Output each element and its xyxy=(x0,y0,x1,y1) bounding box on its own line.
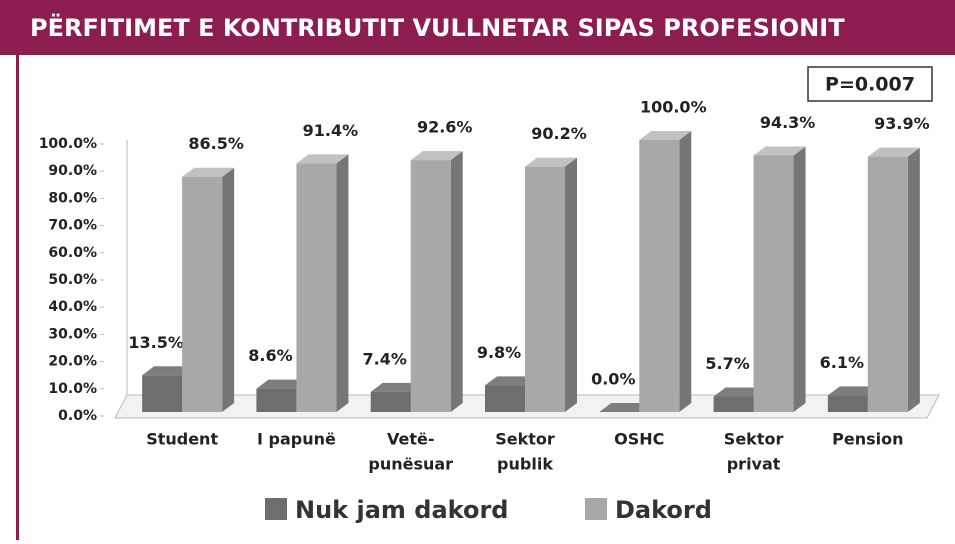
legend-label: Dakord xyxy=(615,496,712,524)
x-tick-label: OSHC xyxy=(614,430,664,449)
data-label: 93.9% xyxy=(874,114,930,133)
bar xyxy=(599,403,652,412)
data-label: 90.2% xyxy=(531,124,587,143)
y-tick-label: 0.0% xyxy=(58,408,97,424)
data-label: 94.3% xyxy=(760,113,816,132)
annotation: P=0.007 xyxy=(825,74,915,96)
legend-swatch xyxy=(585,498,607,520)
data-label: 92.6% xyxy=(417,118,473,137)
left-border xyxy=(16,55,19,540)
data-label: 7.4% xyxy=(363,349,407,368)
y-tick-label: 20.0% xyxy=(48,354,97,370)
x-tick-label: Vetë- xyxy=(387,430,435,449)
bar xyxy=(639,131,692,412)
bar xyxy=(182,167,235,412)
title-banner xyxy=(0,0,955,55)
data-label: 100.0% xyxy=(640,98,707,117)
y-tick-label: 60.0% xyxy=(48,245,97,261)
bar xyxy=(867,147,920,413)
y-tick-label: 30.0% xyxy=(48,326,97,342)
data-label: 0.0% xyxy=(591,370,635,389)
data-label: 13.5% xyxy=(128,333,184,352)
x-tick-label: privat xyxy=(727,455,781,474)
y-tick-label: 50.0% xyxy=(48,272,97,288)
data-label: 6.1% xyxy=(820,353,864,372)
y-tick-label: 10.0% xyxy=(48,381,97,397)
bar xyxy=(296,154,349,412)
x-tick-label: I papunë xyxy=(257,430,336,449)
y-tick-label: 100.0% xyxy=(39,136,97,152)
data-label: 91.4% xyxy=(303,121,359,140)
x-tick-label: punësuar xyxy=(368,455,453,474)
x-tick-label: publik xyxy=(497,455,553,474)
bar xyxy=(525,157,577,412)
y-tick-label: 80.0% xyxy=(48,190,97,206)
data-label: 8.6% xyxy=(248,346,292,365)
y-tick-label: 70.0% xyxy=(48,218,97,234)
annotation-box xyxy=(807,66,933,102)
data-label: 9.8% xyxy=(477,343,521,362)
y-tick-label: 40.0% xyxy=(48,299,97,315)
chart-title: PËRFITIMET E KONTRIBUTIT VULLNETAR SIPAS… xyxy=(30,13,845,42)
x-tick-label: Sektor xyxy=(724,430,784,449)
y-tick-label: 90.0% xyxy=(48,163,97,179)
legend-swatch xyxy=(265,498,287,520)
data-label: 5.7% xyxy=(705,354,749,373)
data-label: 86.5% xyxy=(188,134,244,153)
legend-label: Nuk jam dakord xyxy=(295,496,508,524)
x-tick-label: Pension xyxy=(832,430,903,449)
x-tick-label: Sektor xyxy=(495,430,555,449)
bar xyxy=(753,146,806,412)
x-tick-label: Student xyxy=(146,430,218,449)
bar xyxy=(410,151,463,413)
